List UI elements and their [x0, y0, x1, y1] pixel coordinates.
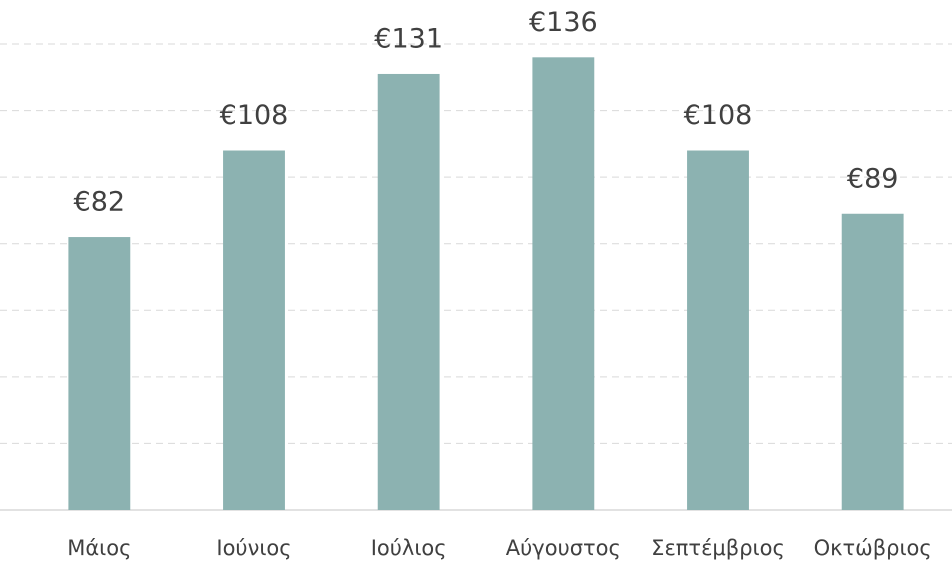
x-tick-label: Οκτώβριος: [814, 536, 932, 560]
x-tick-label: Σεπτέμβριος: [651, 536, 785, 560]
x-tick-label: Ιούνιος: [216, 536, 291, 560]
x-tick-label: Αύγουστος: [506, 536, 621, 560]
data-label: €131: [374, 23, 443, 54]
bar: [223, 150, 285, 510]
bar: [532, 57, 595, 511]
data-label: €108: [220, 100, 289, 131]
bar: [377, 73, 440, 510]
bar: [687, 150, 749, 510]
data-label: €82: [74, 187, 126, 218]
x-tick-label: Ιούλιος: [371, 536, 447, 560]
bar: [841, 213, 904, 510]
data-label: €136: [529, 7, 598, 38]
x-tick-label: Μάιος: [67, 536, 131, 560]
data-label: €89: [847, 163, 899, 194]
data-label: €108: [684, 100, 753, 131]
bar: [68, 237, 131, 511]
